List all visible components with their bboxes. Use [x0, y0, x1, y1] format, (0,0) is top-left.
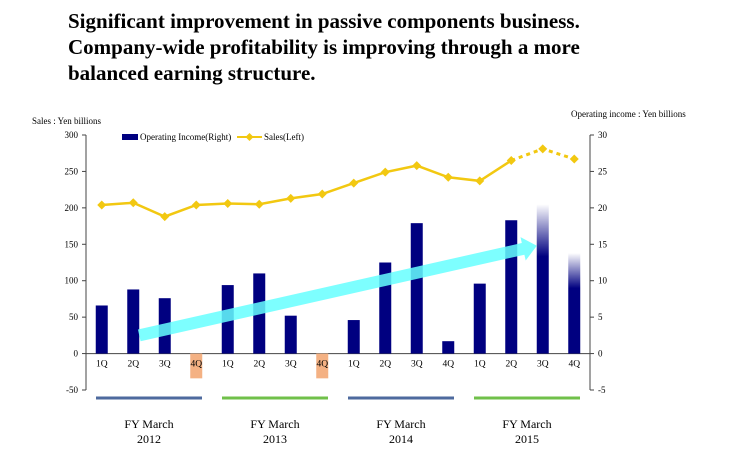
left-tick-label: 100 — [65, 276, 79, 286]
income-bar — [347, 320, 360, 354]
category-label: 2Q — [253, 360, 265, 370]
income-bar — [505, 220, 518, 354]
sales-point — [317, 189, 327, 199]
category-label: 4Q — [442, 360, 454, 370]
bars — [95, 204, 581, 379]
sales-point — [506, 156, 516, 165]
fy-group-label: FY March — [250, 417, 299, 431]
right-axis-unit-label: Operating income : Yen billions — [571, 109, 686, 119]
headline-line-3: balanced earning structure. — [68, 61, 316, 85]
left-tick-label: -50 — [66, 385, 78, 395]
legend-sales-label: Sales(Left) — [264, 132, 304, 142]
fy-group-label: FY March — [124, 417, 173, 431]
category-label: 4Q — [568, 360, 580, 370]
headline: Significant improvement in passive compo… — [68, 8, 738, 86]
sales-point — [443, 172, 453, 182]
sales-point — [569, 154, 579, 164]
category-label: 2Q — [127, 360, 139, 370]
left-tick-label: 50 — [69, 312, 79, 322]
income-bar — [316, 353, 329, 379]
category-label: 3Q — [159, 360, 171, 370]
sales-point — [349, 178, 359, 188]
legend-income-swatch — [122, 134, 138, 140]
income-bar — [95, 305, 108, 354]
left-tick-label: 200 — [65, 203, 79, 213]
sales-point — [97, 200, 107, 210]
fy-group-year: 2012 — [137, 432, 161, 446]
right-tick-label: 25 — [598, 166, 608, 176]
sales-point — [223, 198, 233, 208]
sales-line — [97, 144, 579, 222]
income-bar — [127, 289, 140, 354]
sales-line-actual — [101, 159, 512, 218]
right-tick-label: 10 — [598, 276, 608, 286]
sales-point — [160, 212, 170, 222]
category-label: 1Q — [96, 360, 108, 370]
left-tick-label: 0 — [74, 349, 79, 359]
headline-line-2: Company-wide profitability is improving … — [68, 35, 580, 59]
category-label: 3Q — [537, 360, 549, 370]
right-tick-label: 5 — [598, 312, 603, 322]
income-bar — [284, 315, 297, 354]
income-bar — [442, 341, 455, 354]
legend-sales-marker — [245, 133, 254, 141]
legend: Operating Income(Right) Sales(Left) — [122, 132, 304, 142]
legend-income-label: Operating Income(Right) — [140, 132, 231, 142]
category-label: 3Q — [411, 360, 423, 370]
trend-arrow — [137, 237, 537, 342]
right-tick-label: 20 — [598, 203, 608, 213]
income-bar — [568, 253, 581, 354]
income-bar — [410, 223, 423, 354]
right-tick-label: -5 — [598, 385, 606, 395]
right-tick-label: 15 — [598, 239, 608, 249]
sales-point — [412, 161, 422, 171]
right-tick-label: 0 — [598, 349, 603, 359]
left-tick-label: 150 — [65, 239, 79, 249]
left-axis-unit-label: Sales : Yen billions — [32, 116, 102, 126]
category-label: 1Q — [222, 360, 234, 370]
sales-point — [254, 199, 264, 209]
income-bar — [473, 283, 486, 354]
category-label: 3Q — [285, 360, 297, 370]
fy-group-label: FY March — [502, 417, 551, 431]
trend-arrow-shape — [137, 237, 537, 342]
income-bar — [190, 353, 203, 379]
left-tick-label: 300 — [65, 130, 79, 140]
headline-line-1: Significant improvement in passive compo… — [68, 9, 580, 33]
sales-point — [191, 200, 201, 210]
right-tick-label: 30 — [598, 130, 608, 140]
sales-point — [128, 198, 138, 208]
left-tick-label: 250 — [65, 166, 79, 176]
category-label: 2Q — [505, 360, 517, 370]
category-label: 4Q — [316, 360, 328, 370]
fy-group-year: 2014 — [389, 432, 413, 446]
fy-group-year: 2015 — [515, 432, 539, 446]
sales-point — [475, 176, 485, 186]
sales-point — [380, 167, 390, 177]
sales-point — [286, 193, 296, 203]
category-label: 1Q — [348, 360, 360, 370]
category-label: 4Q — [190, 360, 202, 370]
category-label: 1Q — [474, 360, 486, 370]
sales-point — [538, 144, 548, 154]
category-label: 2Q — [379, 360, 391, 370]
income-bar — [536, 204, 549, 354]
fy-group-label: FY March — [376, 417, 425, 431]
fy-group-year: 2013 — [263, 432, 287, 446]
